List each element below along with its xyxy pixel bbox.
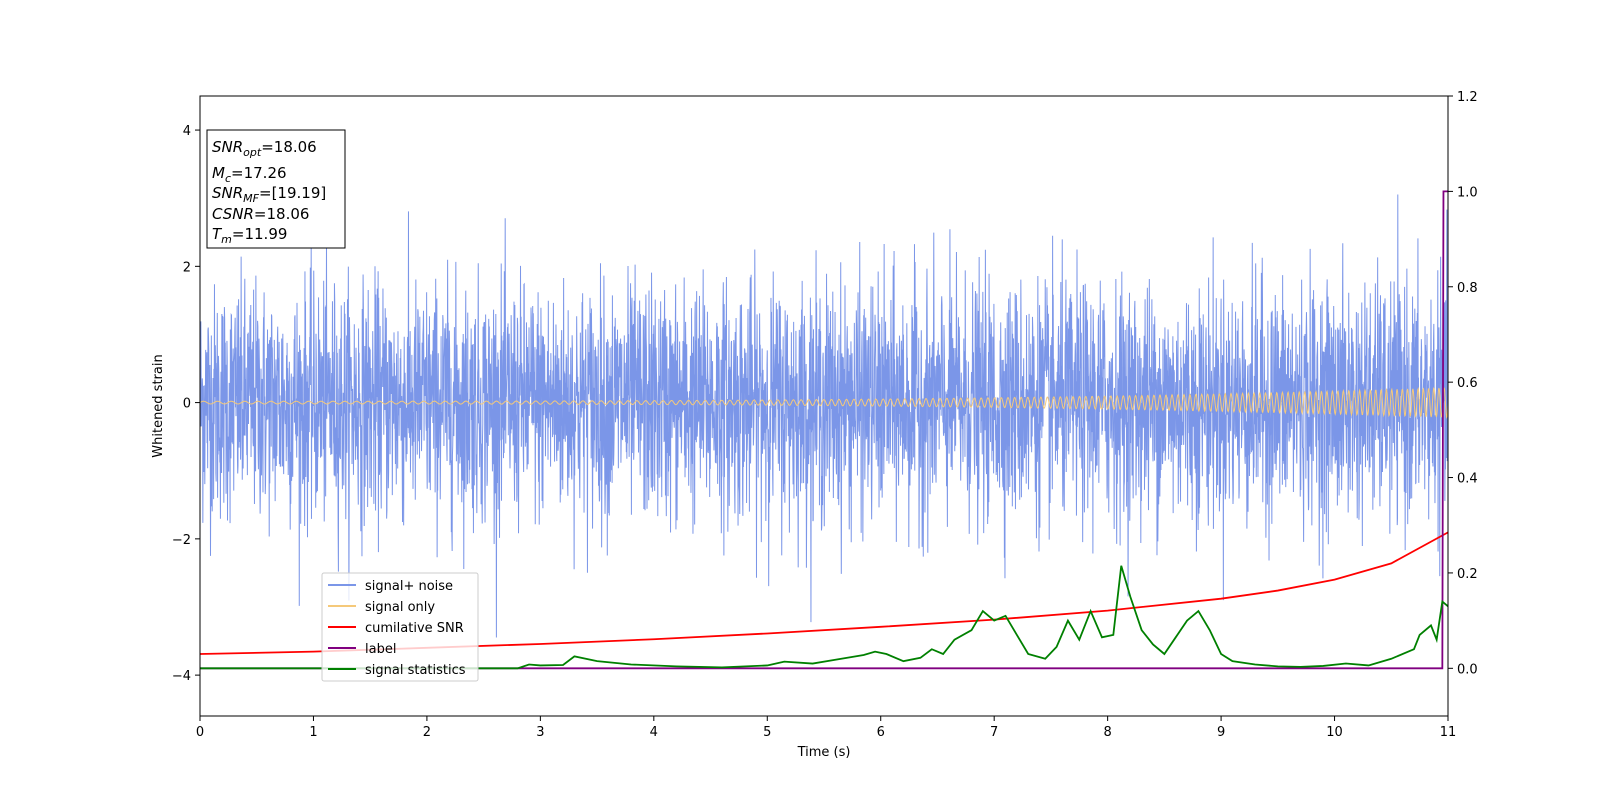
annotation-box: SNRopt=18.06 Mc=17.26SNRMF=[19.19]CSNR=18… [206, 129, 346, 249]
legend-item-cumilative-snr-label: cumilative SNR [365, 621, 464, 636]
y-right-tick-label: 0.2 [1457, 567, 1478, 582]
legend-item-signal-noise-label: signal+ noise [365, 579, 453, 594]
y-right-tick-label: 0.4 [1457, 472, 1478, 487]
y-left-tick-label: −4 [172, 669, 191, 684]
annotation-line: SNRopt=18.06 [212, 138, 317, 159]
series-signal-only-line [199, 386, 1449, 419]
annotation-line: SNRMF=[19.19] [212, 184, 326, 205]
x-tick-label: 5 [763, 725, 771, 740]
y-right-tick-label: 0.8 [1457, 281, 1478, 296]
legend: signal+ noise signal only cumilative SNR la… [321, 572, 479, 682]
y-right-tick-label: 1.0 [1457, 185, 1478, 200]
x-tick-label: 10 [1326, 725, 1343, 740]
plot-frame [199, 95, 1449, 717]
x-axis-label: Time (s) [797, 745, 851, 760]
y-right-tick-label: 0.6 [1457, 376, 1478, 391]
annotation-line: Mc=17.26 [212, 164, 287, 185]
y-axis-label: Whitened strain [151, 354, 166, 457]
x-tick-label: 3 [536, 725, 544, 740]
annotation-frame [206, 129, 346, 249]
axes: 0 1 2 3 4 5 6 7 8 9 10 11 −4 −2 0 2 4 0.0 0.2 0.4 0.6 0.8 1.0 1… [172, 90, 1478, 740]
x-tick-label: 6 [877, 725, 885, 740]
legend-item-label-label: label [365, 642, 396, 657]
legend-frame [321, 572, 479, 682]
annotation-line: CSNR=18.06 [212, 205, 309, 223]
y-right-tick-label: 1.2 [1457, 90, 1478, 105]
x-tick-label: 0 [196, 725, 204, 740]
annotation-line: Tm=11.99 [212, 225, 287, 246]
x-tick-label: 11 [1440, 725, 1457, 740]
y-left-tick-label: −2 [172, 533, 191, 548]
x-tick-label: 1 [309, 725, 317, 740]
x-tick-label: 9 [1217, 725, 1225, 740]
series-label-line [200, 190, 1448, 670]
x-tick-label: 4 [650, 725, 658, 740]
x-tick-label: 7 [990, 725, 998, 740]
y-left-tick-label: 4 [183, 124, 191, 139]
legend-item-signal-only-label: signal only [365, 600, 435, 615]
x-tick-label: 2 [423, 725, 431, 740]
y-left-tick-label: 2 [183, 260, 191, 275]
y-right-tick-label: 0.0 [1457, 662, 1478, 677]
series-signal-statistics-line [200, 565, 1449, 670]
x-tick-label: 8 [1103, 725, 1111, 740]
y-left-tick-label: 0 [183, 397, 191, 412]
legend-item-signal-statistics-label: signal statistics [365, 663, 466, 678]
